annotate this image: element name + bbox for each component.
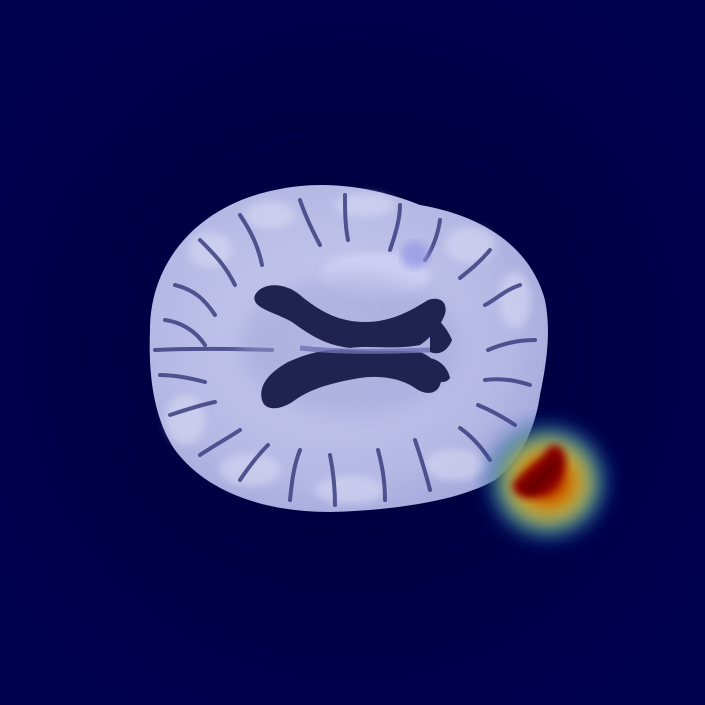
ventricle-lower xyxy=(261,349,442,409)
brain-slice xyxy=(149,185,548,512)
ventricle-upper xyxy=(254,285,446,348)
septum xyxy=(299,345,431,354)
lateral-ventricles xyxy=(254,285,452,409)
heatmap-overlay xyxy=(486,422,610,542)
